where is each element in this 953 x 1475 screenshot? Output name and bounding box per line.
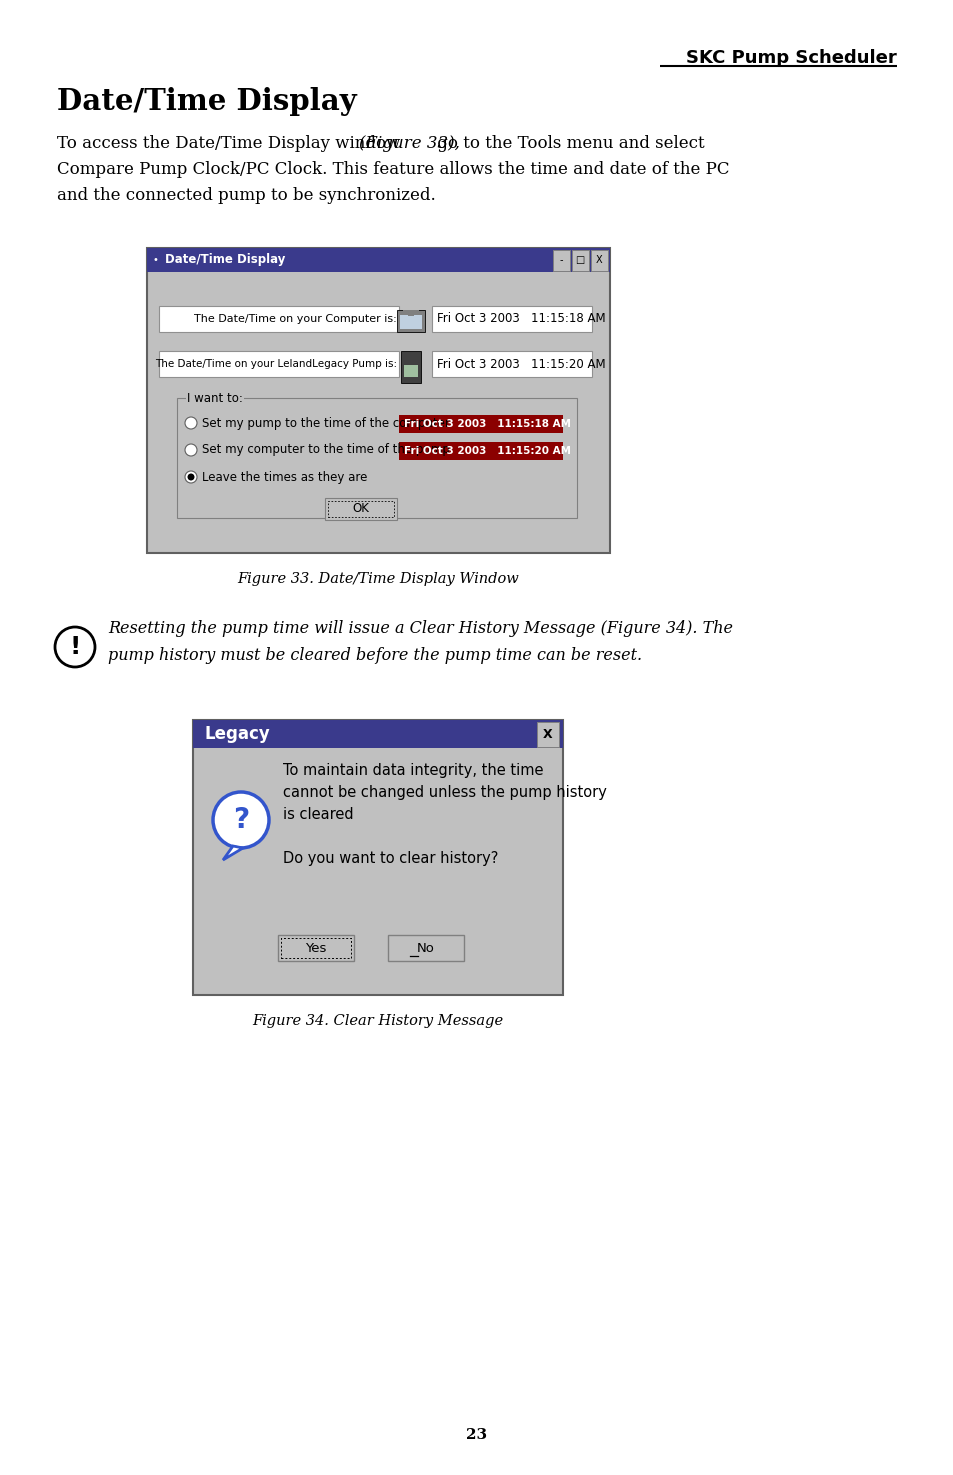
Text: Compare Pump Clock/PC Clock. This feature allows the time and date of the PC: Compare Pump Clock/PC Clock. This featur…	[57, 161, 729, 178]
Circle shape	[185, 444, 196, 456]
Text: Date/Time Display: Date/Time Display	[57, 87, 356, 117]
Text: go to the Tools menu and select: go to the Tools menu and select	[432, 136, 704, 152]
Text: Fri Oct 3 2003   11:15:20 AM: Fri Oct 3 2003 11:15:20 AM	[436, 357, 605, 370]
Text: Figure 34. Clear History Message: Figure 34. Clear History Message	[253, 1013, 503, 1028]
Bar	[399, 316, 421, 329]
Bar	[572, 249, 588, 271]
Bar	[537, 721, 558, 746]
Text: X: X	[542, 727, 552, 740]
Text: and the connected pump to be synchronized.: and the connected pump to be synchronize…	[57, 187, 436, 204]
Bar	[177, 398, 577, 518]
Text: cannot be changed unless the pump history: cannot be changed unless the pump histor…	[283, 785, 606, 799]
Bar	[396, 310, 424, 332]
Text: Leave the times as they are: Leave the times as they are	[202, 471, 367, 484]
Circle shape	[213, 792, 269, 848]
Text: Do you want to clear history?: Do you want to clear history?	[283, 851, 497, 866]
Text: pump history must be cleared before the pump time can be reset.: pump history must be cleared before the …	[108, 648, 641, 664]
Bar	[408, 311, 414, 316]
Text: SKC Pump Scheduler: SKC Pump Scheduler	[685, 49, 896, 66]
Bar	[388, 935, 463, 962]
Text: Resetting the pump time will issue a Clear History Message (Figure 34). The: Resetting the pump time will issue a Cle…	[108, 620, 732, 637]
Text: □: □	[575, 255, 584, 266]
Text: -: -	[558, 255, 562, 266]
Text: To access the Date/Time Display window: To access the Date/Time Display window	[57, 136, 405, 152]
Bar	[193, 720, 562, 996]
Text: I want to:: I want to:	[187, 391, 243, 404]
Text: Legacy: Legacy	[205, 726, 271, 743]
Bar	[432, 305, 592, 332]
Text: X: X	[595, 255, 601, 266]
Circle shape	[185, 417, 196, 429]
Bar	[281, 938, 351, 957]
Bar	[159, 351, 398, 378]
Text: Date/Time Display: Date/Time Display	[165, 254, 285, 267]
Polygon shape	[223, 847, 243, 860]
Bar	[328, 502, 394, 518]
Circle shape	[55, 627, 95, 667]
Text: •: •	[152, 255, 158, 266]
Bar	[325, 499, 396, 521]
Bar	[398, 414, 562, 434]
Text: OK: OK	[353, 503, 369, 515]
Text: ?: ?	[233, 805, 249, 833]
Bar	[590, 249, 607, 271]
Bar	[553, 249, 569, 271]
Text: To maintain data integrity, the time: To maintain data integrity, the time	[283, 763, 543, 777]
Text: (Figure 33),: (Figure 33),	[358, 136, 459, 152]
Text: The Date/Time on your Computer is:: The Date/Time on your Computer is:	[194, 314, 396, 324]
Bar	[147, 248, 609, 553]
Circle shape	[185, 471, 196, 482]
Text: Fri Oct 3 2003   11:15:18 AM: Fri Oct 3 2003 11:15:18 AM	[436, 313, 605, 326]
Text: Fri Oct 3 2003   11:15:20 AM: Fri Oct 3 2003 11:15:20 AM	[403, 445, 571, 456]
Bar	[147, 248, 609, 271]
Bar	[402, 310, 418, 313]
Bar	[400, 351, 420, 384]
Text: Set my computer to the time of the pump: Set my computer to the time of the pump	[202, 444, 450, 456]
Text: The Date/Time on your LelandLegacy Pump is:: The Date/Time on your LelandLegacy Pump …	[154, 358, 396, 369]
Text: Yes: Yes	[305, 941, 326, 954]
Text: !: !	[70, 636, 81, 659]
Text: Fri Oct 3 2003   11:15:18 AM: Fri Oct 3 2003 11:15:18 AM	[403, 419, 571, 429]
Bar	[277, 935, 354, 962]
Bar	[159, 305, 398, 332]
Text: Figure 33. Date/Time Display Window: Figure 33. Date/Time Display Window	[237, 572, 518, 586]
Circle shape	[188, 473, 194, 481]
Bar	[432, 351, 592, 378]
Text: No: No	[416, 941, 435, 954]
Text: is cleared: is cleared	[283, 807, 354, 822]
Bar	[398, 442, 562, 460]
Bar	[193, 720, 562, 748]
Bar	[403, 364, 417, 378]
Text: Set my pump to the time of the computer: Set my pump to the time of the computer	[202, 416, 450, 429]
Text: 23: 23	[466, 1428, 487, 1443]
